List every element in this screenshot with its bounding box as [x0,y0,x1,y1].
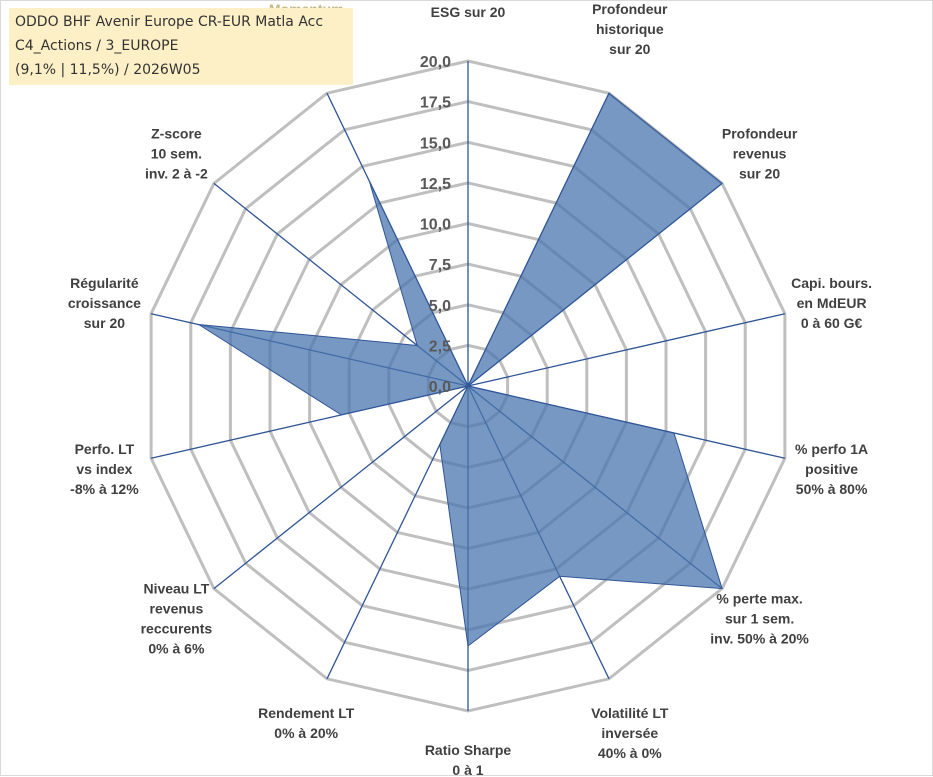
svg-text:% perte max.sur 1 sem.inv. 50%: % perte max. sur 1 sem. inv. 50% à 20% [710,591,809,647]
data-point [416,344,419,347]
fund-stats: (9,1% | 11,5%) / 2026W05 [15,62,201,78]
data-point [608,92,611,95]
axis-label: Profondeur revenus sur 20 [722,125,798,181]
axis-label: % perte max. sur 1 sem. inv. 50% à 20% [710,591,809,647]
axis-spoke [213,385,469,590]
axis-label: Régularité croissance sur 20 [68,275,141,331]
tick-label: 15,0 [420,135,451,152]
data-point [467,385,470,388]
axis-label: Ratio Sharpe 0 à 1 [425,742,512,777]
radar-series [197,92,724,648]
radar-tick-labels: 0,0 2,5 5,0 7,5 10,0 12,5 15,0 17,5 20,0 [420,54,451,396]
axis-label: Z-score 10 sem. inv. 2 à -2 [145,125,208,181]
data-point [673,432,676,435]
tick-label: 20,0 [420,54,451,71]
series-area [198,92,723,647]
axis-label: Niveau LT revenus reccurents 0% à 6% [141,581,213,657]
tick-label: 0,0 [429,379,451,396]
tick-label: 12,5 [420,176,451,193]
tick-label: 7,5 [429,257,451,274]
data-point [721,182,724,185]
axis-label: % perfo 1A positive 50% à 80% [795,441,868,497]
tick-label: 5,0 [429,298,451,315]
data-point [558,575,561,578]
axis-label: Rendement LT 0% à 20% [258,705,355,741]
fund-info-box: ODDO BHF Avenir Europe CR-EUR Matla Acc … [9,8,353,85]
fund-name: ODDO BHF Avenir Europe CR-EUR Matla Acc [15,14,324,30]
svg-text:Rendement LT0% à 20%: Rendement LT 0% à 20% [258,705,355,741]
axis-spoke [467,313,786,387]
data-point [197,323,200,326]
axis-label: Profondeur historique sur 20 [592,1,668,57]
data-point [438,443,441,446]
axis-label: Perfo. LT vs index -8% à 12% [70,441,139,497]
tick-label: 10,0 [420,217,451,234]
fund-category: C4_Actions / 3_EUROPE [15,38,179,54]
tick-label: 2,5 [429,338,451,355]
svg-text:NoteESG sur 20: NoteESG sur 20 [431,1,506,20]
axis-label: Volatilité LT inversée 40% à 0% [591,705,669,761]
tick-label: 17,5 [420,95,451,112]
data-point [368,180,371,183]
data-point [340,413,343,416]
axis-label: Capi. bours. en MdEUR 0 à 60 G€ [791,275,872,331]
axis-label: NoteESG sur 20 [431,1,506,20]
data-point [467,645,470,648]
